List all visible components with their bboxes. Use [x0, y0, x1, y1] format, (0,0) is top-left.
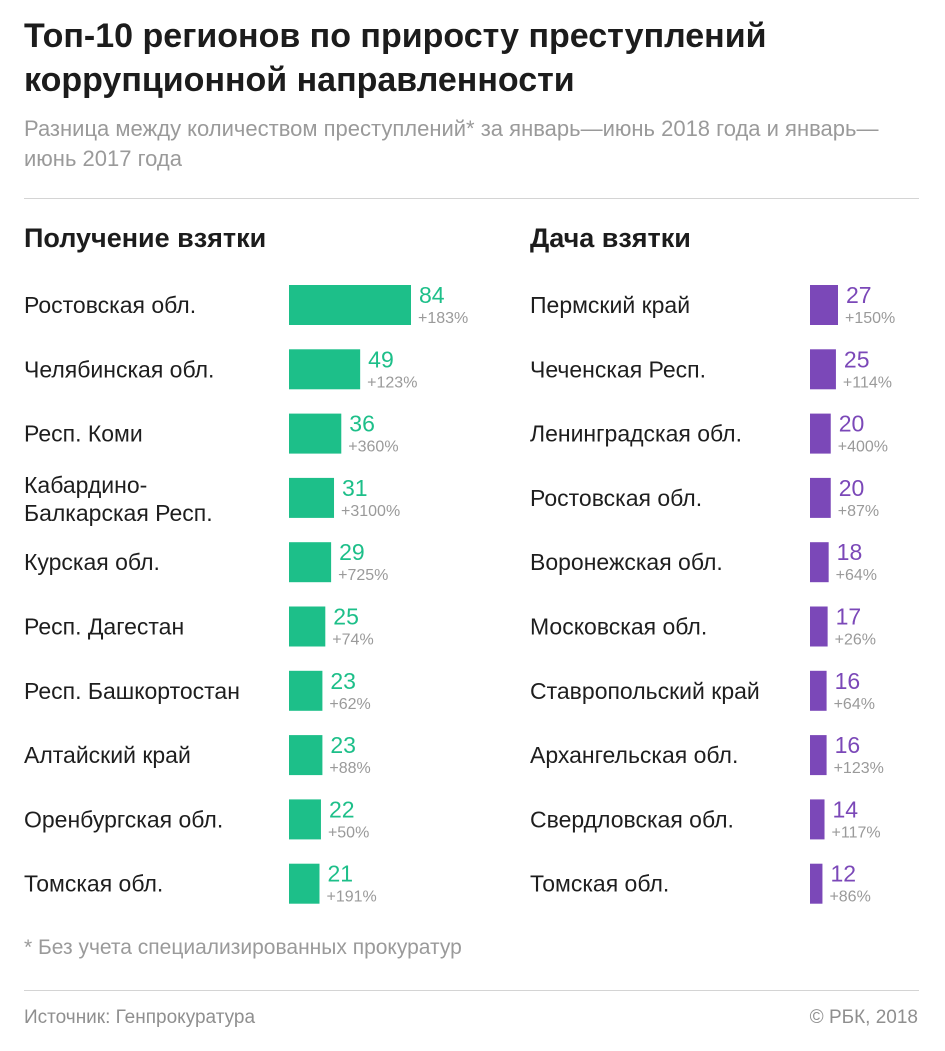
- receiving-bar: [289, 670, 323, 711]
- giving-change-label: +117%: [832, 824, 881, 841]
- receiving-change-label: +191%: [327, 889, 377, 906]
- giving-value-label: 20: [839, 475, 865, 501]
- receiving-bar: [289, 799, 321, 840]
- receiving-value-label: 49: [368, 346, 394, 372]
- giving-change-label: +64%: [836, 567, 877, 584]
- receiving-category-label: Ростовская обл.: [24, 292, 196, 318]
- receiving-value-label: 36: [349, 411, 375, 437]
- receiving-change-label: +3100%: [341, 503, 400, 520]
- receiving-change-label: +360%: [348, 439, 398, 456]
- receiving-change-label: +88%: [329, 760, 370, 777]
- giving-change-label: +64%: [834, 696, 875, 713]
- giving-value-label: 27: [846, 282, 872, 308]
- giving-category-label: Ставропольский край: [530, 678, 760, 704]
- giving-bar: [810, 735, 827, 776]
- top-divider: [24, 198, 919, 199]
- receiving-category-label: Челябинская обл.: [24, 356, 214, 382]
- giving-category-label: Воронежская обл.: [530, 549, 723, 575]
- giving-value-label: 18: [837, 539, 863, 565]
- giving-bar: [810, 349, 836, 390]
- giving-bar: [810, 542, 829, 583]
- giving-bar: [810, 413, 831, 454]
- giving-change-label: +26%: [835, 632, 876, 649]
- source-text: Источник: Генпрокуратура: [24, 1007, 256, 1028]
- receiving-category-label: Курская обл.: [24, 549, 160, 575]
- receiving-category-label: Балкарская Респ.: [24, 500, 213, 526]
- giving-value-label: 12: [830, 861, 856, 887]
- giving-bar: [810, 863, 823, 904]
- receiving-change-label: +74%: [332, 632, 373, 649]
- giving-change-label: +123%: [834, 760, 884, 777]
- bar-chart-receiving: Ростовская обл. 84 +183% Челябинская обл. 49…: [24, 270, 468, 920]
- receiving-bar: [289, 349, 361, 390]
- receiving-change-label: +50%: [328, 824, 369, 841]
- receiving-change-label: +123%: [367, 374, 417, 391]
- receiving-bar: [289, 542, 332, 583]
- receiving-bar: [289, 735, 323, 776]
- receiving-change-label: +62%: [329, 696, 370, 713]
- giving-value-label: 17: [836, 604, 862, 630]
- giving-bar: [810, 670, 827, 711]
- receiving-bar: [289, 285, 411, 325]
- giving-category-label: Томская обл.: [530, 871, 669, 897]
- receiving-change-label: +183%: [418, 310, 468, 327]
- giving-change-label: +114%: [843, 374, 892, 391]
- receiving-value-label: 25: [333, 604, 359, 630]
- receiving-category-label: Респ. Башкортостан: [24, 678, 240, 704]
- panel-title-receiving: Получение взятки: [24, 223, 267, 253]
- giving-category-label: Ростовская обл.: [530, 485, 702, 511]
- receiving-category-label: Респ. Дагестан: [24, 614, 184, 640]
- giving-bar: [810, 606, 828, 647]
- receiving-category-label: Оренбургская обл.: [24, 806, 223, 832]
- copyright-text: © РБК, 2018: [809, 1007, 918, 1028]
- giving-value-label: 16: [835, 668, 861, 694]
- receiving-value-label: 84: [419, 282, 445, 308]
- giving-category-label: Архангельская обл.: [530, 742, 738, 768]
- giving-value-label: 25: [844, 346, 870, 372]
- giving-bar: [810, 285, 838, 325]
- chart-title: Топ-10 регионов по приросту преступлений…: [24, 17, 767, 99]
- receiving-bar: [289, 863, 320, 904]
- bar-chart-receiving-svg: Ростовская обл. 84 +183% Челябинская обл. 49…: [24, 282, 468, 906]
- receiving-change-label: +725%: [338, 567, 388, 584]
- giving-value-label: 20: [839, 411, 865, 437]
- receiving-value-label: 23: [330, 668, 356, 694]
- giving-value-label: 16: [835, 732, 861, 758]
- receiving-value-label: 31: [342, 475, 368, 501]
- receiving-bar: [289, 606, 326, 647]
- bottom-divider: [24, 990, 919, 991]
- giving-category-label: Московская обл.: [530, 614, 707, 640]
- receiving-category-label: Кабардино-: [24, 472, 147, 498]
- footnote: * Без учета специализированных прокурату…: [24, 936, 462, 959]
- receiving-bar: [289, 413, 342, 454]
- giving-change-label: +87%: [838, 503, 879, 520]
- panel-title-giving: Дача взятки: [530, 223, 691, 253]
- giving-bar: [810, 799, 825, 840]
- receiving-category-label: Томская обл.: [24, 871, 163, 897]
- bar-chart-giving: Пермский край 27 +150% Чеченская Респ. 25 +11…: [530, 270, 945, 920]
- receiving-value-label: 23: [330, 732, 356, 758]
- chart-subtitle: Разница между количеством преступлений* …: [24, 116, 879, 171]
- receiving-bar: [289, 477, 335, 518]
- giving-change-label: +150%: [845, 310, 895, 327]
- giving-change-label: +400%: [838, 439, 888, 456]
- giving-category-label: Чеченская Респ.: [530, 356, 706, 382]
- receiving-value-label: 21: [328, 861, 354, 887]
- receiving-category-label: Респ. Коми: [24, 421, 143, 447]
- giving-value-label: 14: [833, 796, 859, 822]
- giving-category-label: Ленинградская обл.: [530, 421, 742, 447]
- receiving-value-label: 29: [339, 539, 365, 565]
- giving-change-label: +86%: [829, 889, 870, 906]
- giving-category-label: Свердловская обл.: [530, 806, 734, 832]
- giving-bar: [810, 477, 831, 518]
- receiving-category-label: Алтайский край: [24, 742, 191, 768]
- bar-chart-giving-svg: Пермский край 27 +150% Чеченская Респ. 25 +11…: [530, 282, 895, 906]
- receiving-value-label: 22: [329, 796, 355, 822]
- giving-category-label: Пермский край: [530, 292, 690, 318]
